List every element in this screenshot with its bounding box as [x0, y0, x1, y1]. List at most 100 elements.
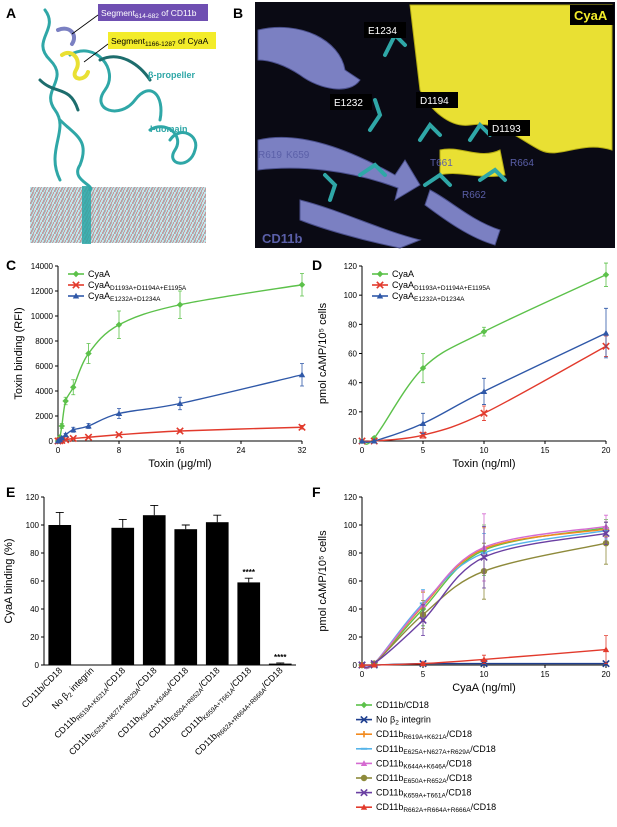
- panel-d: D 0 20 40 60 80 100 120 0 5 10 15 20 Toxin (ng/ml) pm…: [312, 257, 611, 470]
- bar-error: [55, 511, 64, 525]
- cd11b-title: CD11b: [262, 231, 303, 246]
- label-t661: T661: [430, 158, 453, 169]
- y-tick-label: 120: [26, 493, 40, 502]
- x-axis-label: Toxin (μg/ml): [148, 458, 211, 470]
- x-tick-label: 5: [421, 670, 426, 679]
- data-point: [176, 400, 184, 407]
- y-tick-label: 8000: [35, 337, 53, 346]
- y-tick-label: 0: [353, 437, 358, 446]
- x-tick-label: 0: [360, 670, 365, 679]
- cyaa-title-box: [570, 5, 614, 25]
- legend-swatch-marker: [360, 788, 368, 797]
- legend-item-1: No β2 integrin: [356, 715, 431, 727]
- bar-rect: [205, 522, 229, 665]
- x-tick-label: 0: [360, 446, 365, 455]
- y-tick-label: 100: [344, 521, 358, 530]
- cyaa-segment-ribbon: [60, 50, 90, 81]
- data-point: [298, 281, 306, 288]
- y-tick-label: 60: [30, 577, 39, 586]
- panel-e: E 0 20 40 60 80 100 120 CyaA binding (%) CD11b/C…: [3, 484, 296, 757]
- panel-c: C 0 2000 4000 6000 8000 10000 12000 14000 0 8 16 24…: [6, 257, 307, 470]
- y-tick-label: 40: [348, 379, 357, 388]
- data-point: [358, 661, 366, 668]
- y-axis-label: CyaA binding (%): [3, 539, 15, 624]
- data-point: [84, 433, 93, 442]
- data-point: [419, 616, 427, 624]
- data-point: [62, 397, 69, 405]
- bar-rect: [237, 582, 261, 665]
- callout-cyaa-leader: [83, 43, 109, 63]
- bar-error: [181, 524, 190, 530]
- label-r662: R662: [462, 190, 486, 201]
- data-point: [358, 437, 366, 444]
- bar-error: [244, 577, 253, 583]
- bar-error: [213, 514, 222, 523]
- data-point: [176, 301, 184, 308]
- y-tick-label: 0: [49, 437, 54, 446]
- x-tick-label: 15: [541, 670, 550, 679]
- data-point: [70, 384, 77, 391]
- legend-label: CD11bK659A+T661A/CD18: [376, 788, 471, 800]
- data-point: [115, 321, 123, 328]
- legend-label: CD11bE625A+N627A+R629A/CD18: [376, 744, 496, 756]
- x-tick-label: 8: [117, 446, 122, 455]
- data-point: [419, 431, 427, 439]
- legend-item-2: CD11bR619A+K621A/CD18: [356, 729, 472, 741]
- data-point: [480, 409, 488, 418]
- series-line: [361, 332, 607, 443]
- label-box-d1194: [416, 92, 458, 108]
- data-point: [480, 388, 488, 394]
- x-tick-label: 32: [298, 446, 307, 455]
- legend-item-5: CD11bE650A+R652A/CD18: [356, 773, 472, 785]
- x-tick-label: 0: [56, 446, 61, 455]
- y-tick-label: 0: [35, 661, 40, 670]
- series-7: [358, 635, 610, 668]
- legend-item-0: CD11b/CD18: [356, 700, 429, 710]
- data-point: [371, 661, 378, 668]
- legend-label: CyaAE1232A+D1234A: [88, 291, 161, 303]
- legend-swatch-marker: [360, 774, 368, 782]
- membrane-bilayer: [30, 187, 206, 243]
- legend-item-2: CyaAE1232A+D1234A: [68, 291, 161, 303]
- legend-swatch-marker: [376, 292, 384, 299]
- data-point: [58, 434, 66, 441]
- bar-rect: [48, 525, 72, 665]
- y-tick-label: 2000: [35, 412, 53, 421]
- y-tick-label: 20: [348, 633, 357, 642]
- chart-c-plot: 0 2000 4000 6000 8000 10000 12000 14000 0 8 16 24 32…: [13, 262, 307, 470]
- series-2: [54, 363, 306, 444]
- y-tick-label: 4000: [35, 387, 53, 396]
- data-point: [419, 364, 427, 372]
- panel-b-letter: B: [233, 5, 243, 21]
- data-point: [480, 656, 488, 662]
- y-tick-label: 12000: [31, 287, 54, 296]
- label-e1234: E1234: [368, 26, 397, 37]
- y-tick-label: 120: [344, 493, 358, 502]
- callout-cyaa-box: [108, 32, 216, 49]
- y-axis-label: pmol cAMP/10⁵ cells: [317, 530, 329, 632]
- x-tick-label: 24: [237, 446, 246, 455]
- legend-item-3: CD11bE625A+N627A+R629A/CD18: [356, 744, 496, 756]
- legend-label: CD11bK644A+K646A/CD18: [376, 758, 472, 770]
- cyaa-title: CyaA: [574, 8, 608, 23]
- cd11b-ribbon-closeup: [257, 26, 501, 249]
- y-tick-label: 6000: [35, 362, 53, 371]
- series-line: [361, 532, 607, 668]
- legend-label: CD11bR619A+K621A/CD18: [376, 729, 472, 741]
- data-point: [602, 271, 610, 278]
- bar-rect: [268, 663, 292, 665]
- panel-a: A Segment614-682 of CD11b Segment1166-12…: [6, 4, 216, 244]
- label-r619: R619: [258, 150, 282, 161]
- data-point: [419, 660, 427, 667]
- y-tick-label: 80: [348, 320, 357, 329]
- bar-rect: [174, 529, 198, 665]
- chart-d-plot: 0 20 40 60 80 100 120 0 5 10 15 20 Toxin (ng/ml) pmol…: [317, 262, 611, 470]
- callout-cd11b-text: Segment614-682 of CD11b: [101, 8, 197, 20]
- legend-swatch-marker: [376, 281, 384, 289]
- bar-error: [150, 504, 159, 516]
- legend-item-0: CyaA: [372, 269, 414, 279]
- legend-label: CyaAD1193A+D1194A+E1195A: [392, 280, 491, 292]
- panel-c-letter: C: [6, 257, 16, 273]
- y-tick-label: 80: [348, 549, 357, 558]
- x-tick-label: 15: [541, 446, 550, 455]
